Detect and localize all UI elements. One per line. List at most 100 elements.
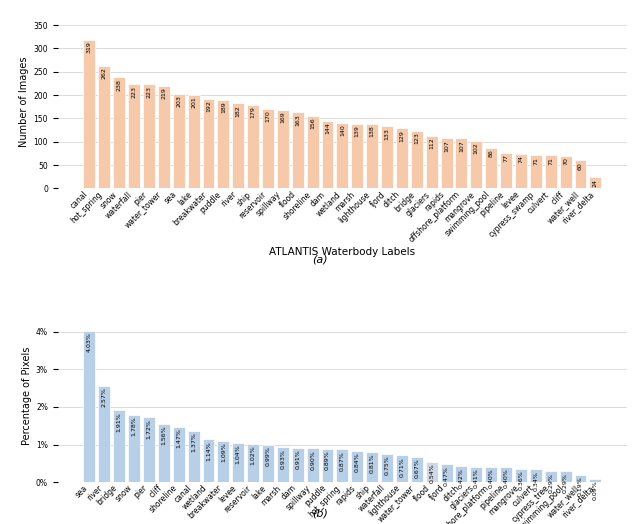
Bar	[470, 141, 483, 189]
Bar	[188, 95, 200, 189]
Bar	[128, 84, 140, 189]
Text: 169: 169	[280, 111, 285, 123]
Text: 219: 219	[161, 88, 166, 100]
Text: 140: 140	[340, 125, 345, 136]
Text: 0.71%: 0.71%	[399, 457, 404, 477]
Text: 70: 70	[563, 157, 568, 165]
Bar	[575, 475, 586, 482]
Bar	[426, 136, 438, 189]
Text: 60: 60	[578, 162, 583, 170]
Text: 129: 129	[399, 129, 404, 141]
Bar	[381, 126, 393, 189]
Bar	[381, 454, 393, 482]
Bar	[530, 470, 542, 482]
Text: 0.87%: 0.87%	[340, 451, 345, 471]
Bar	[83, 331, 95, 482]
Text: 189: 189	[221, 102, 226, 113]
Bar	[307, 116, 319, 189]
Text: 139: 139	[355, 125, 360, 137]
Bar	[500, 467, 512, 482]
Bar	[589, 177, 602, 189]
Text: 163: 163	[295, 114, 300, 126]
Text: 0.47%: 0.47%	[444, 466, 449, 486]
Text: 107: 107	[459, 140, 464, 151]
Bar	[307, 449, 319, 482]
Bar	[396, 455, 408, 482]
Bar	[292, 448, 304, 482]
Bar	[440, 138, 452, 189]
Text: 0.89%: 0.89%	[325, 450, 330, 470]
Text: 1.02%: 1.02%	[251, 445, 255, 465]
Text: 0.40%: 0.40%	[504, 468, 509, 488]
Bar	[366, 452, 378, 482]
Bar	[247, 105, 259, 189]
Bar	[351, 124, 364, 189]
Text: 0.91%: 0.91%	[295, 450, 300, 469]
Text: 156: 156	[310, 117, 315, 129]
Bar	[396, 128, 408, 189]
Text: 179: 179	[251, 106, 255, 118]
Bar	[113, 410, 125, 482]
Text: 262: 262	[102, 68, 107, 80]
Text: 77: 77	[504, 154, 509, 162]
Text: 203: 203	[176, 95, 181, 107]
Text: 223: 223	[147, 86, 152, 98]
Text: 144: 144	[325, 123, 330, 135]
Bar	[351, 451, 364, 482]
Bar	[575, 160, 586, 189]
Text: 0.54%: 0.54%	[429, 463, 434, 483]
Bar	[366, 124, 378, 189]
Text: 1.56%: 1.56%	[161, 425, 166, 445]
Text: 2.57%: 2.57%	[102, 387, 107, 407]
Bar	[411, 457, 423, 482]
Text: 138: 138	[370, 125, 374, 137]
Bar	[337, 450, 348, 482]
Text: 123: 123	[414, 133, 419, 144]
Text: (b): (b)	[312, 509, 328, 519]
Bar	[277, 447, 289, 482]
Bar	[202, 439, 214, 482]
Bar	[99, 386, 110, 482]
Text: 0.19%: 0.19%	[578, 476, 583, 496]
Text: 319: 319	[87, 41, 92, 53]
Text: 0.67%: 0.67%	[414, 458, 419, 478]
Text: 1.91%: 1.91%	[116, 412, 122, 432]
Bar	[456, 138, 467, 189]
Text: 192: 192	[206, 100, 211, 112]
Text: 170: 170	[266, 111, 271, 122]
Text: 0.29%: 0.29%	[548, 473, 553, 493]
Text: 0.09%: 0.09%	[593, 480, 598, 500]
Text: 1.78%: 1.78%	[132, 417, 136, 436]
Bar	[83, 39, 95, 189]
Text: 0.34%: 0.34%	[533, 471, 538, 490]
Bar	[530, 155, 542, 189]
Bar	[113, 78, 125, 189]
Bar	[440, 464, 452, 482]
Text: 1.14%: 1.14%	[206, 441, 211, 461]
Bar	[485, 467, 497, 482]
Bar	[559, 471, 572, 482]
Bar	[143, 418, 155, 482]
Bar	[515, 154, 527, 189]
Text: 0.75%: 0.75%	[385, 455, 390, 475]
Text: 1.04%: 1.04%	[236, 444, 241, 464]
Bar	[559, 156, 572, 189]
Text: 0.84%: 0.84%	[355, 452, 360, 472]
Text: 71: 71	[548, 157, 553, 165]
Text: 107: 107	[444, 140, 449, 151]
Bar	[321, 449, 333, 482]
Y-axis label: Percentage of Pixels: Percentage of Pixels	[22, 346, 32, 445]
Bar	[232, 443, 244, 482]
Text: 71: 71	[533, 157, 538, 165]
X-axis label: ATLANTIS Waterbody Labels: ATLANTIS Waterbody Labels	[269, 247, 415, 257]
Text: 0.93%: 0.93%	[280, 449, 285, 468]
Bar	[173, 427, 185, 482]
Bar	[262, 445, 274, 482]
Text: 0.40%: 0.40%	[489, 468, 493, 488]
Bar	[337, 123, 348, 189]
Bar	[500, 152, 512, 189]
Bar	[277, 110, 289, 189]
Bar	[292, 112, 304, 189]
Bar	[158, 86, 170, 189]
Text: 1.72%: 1.72%	[147, 419, 152, 439]
